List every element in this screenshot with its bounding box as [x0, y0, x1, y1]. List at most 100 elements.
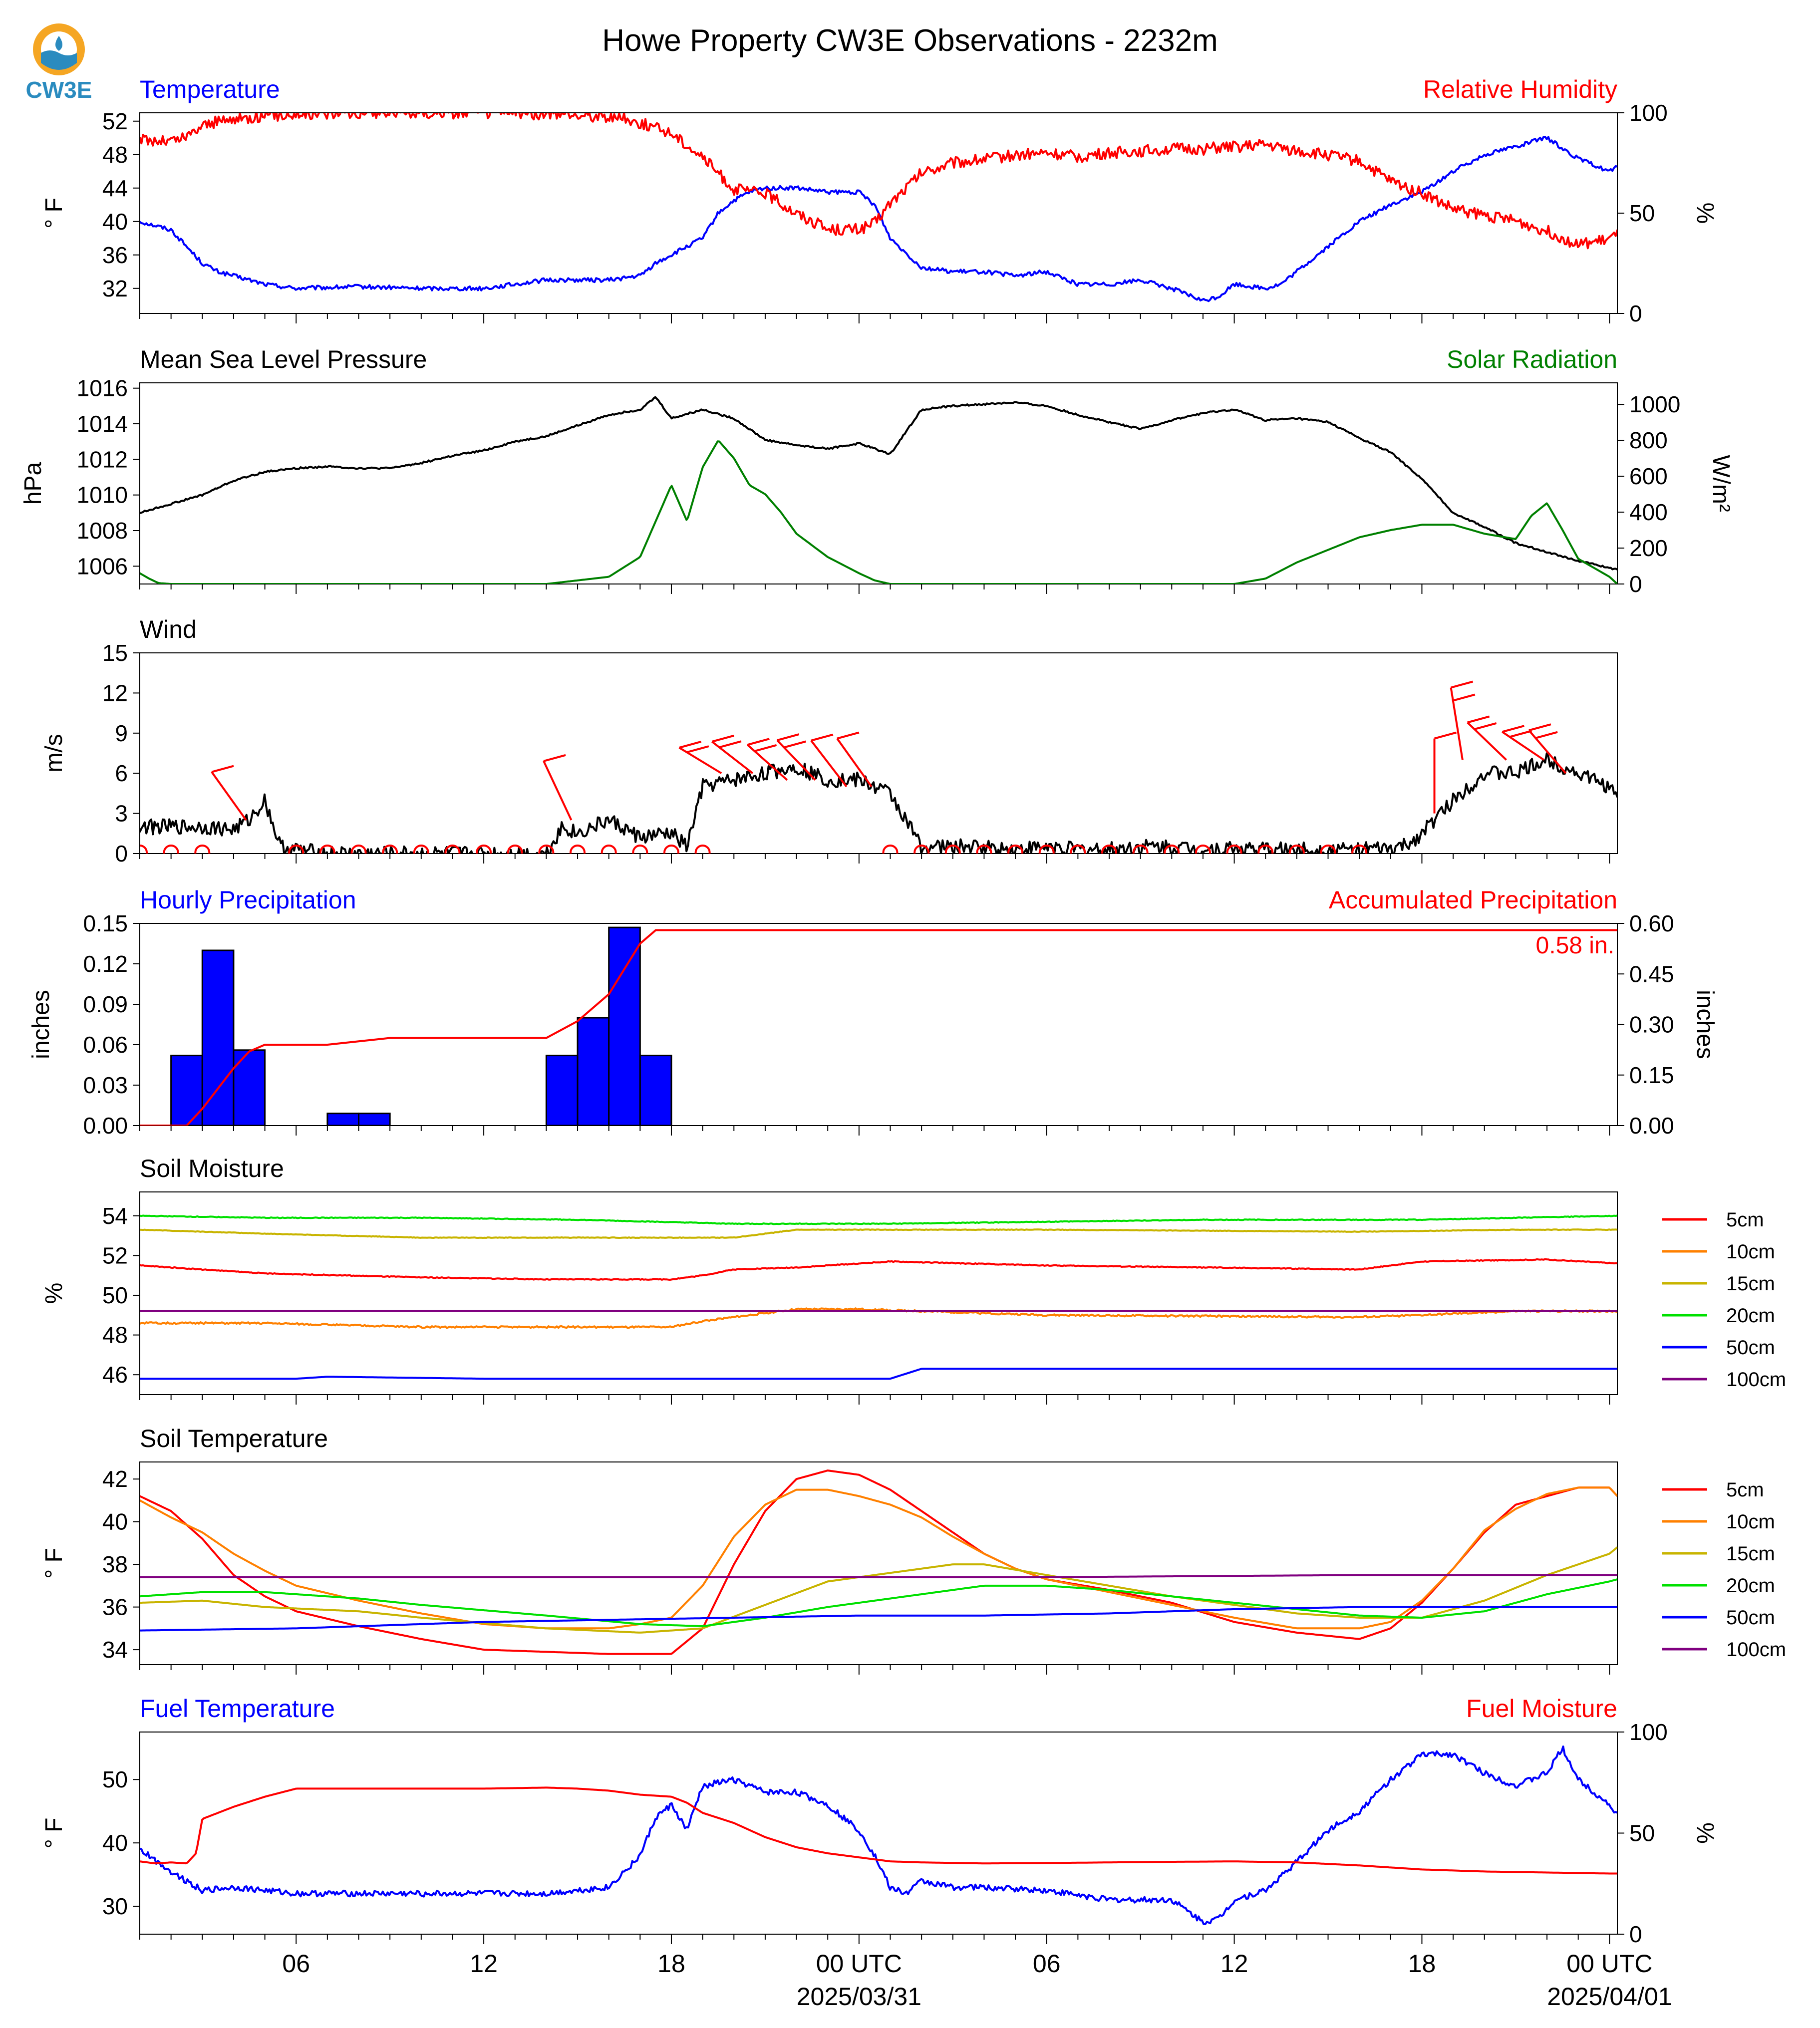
- wind-barb-flag: [1451, 680, 1474, 689]
- plot-data: [140, 1469, 1617, 1655]
- y-right-axis-label: %: [1692, 1822, 1718, 1844]
- y-tick-label: 32: [102, 276, 128, 301]
- y-right-tick-label: 1000: [1629, 391, 1680, 417]
- calm-wind-circle: [1320, 845, 1336, 854]
- y-axis-label: hPa: [20, 462, 46, 505]
- logo-water-icon: [41, 50, 77, 70]
- y-right-tick-label: 600: [1629, 463, 1668, 489]
- series-line-15cm: [140, 1546, 1617, 1634]
- wind-barb-flag: [1453, 693, 1476, 702]
- y-tick-label: 0.06: [83, 1032, 128, 1058]
- precip-bar: [201, 949, 235, 1126]
- y-tick-label: 40: [102, 1830, 128, 1856]
- y-tick-label: 1012: [77, 446, 128, 472]
- calm-wind-circle: [1101, 845, 1118, 854]
- y-tick-label: 46: [102, 1362, 128, 1388]
- calm-wind-circle: [1164, 845, 1180, 854]
- wind-barb-shaft: [810, 740, 848, 788]
- series-line-red: [140, 1786, 1617, 1875]
- panel-pressure-solar: 1006 1008 1010 1012 1014 1016 0 200 400 600 800 100…: [20, 345, 1734, 597]
- calm-wind-circle: [663, 845, 679, 854]
- wind-barb-flag: [1474, 722, 1497, 730]
- panel-precipitation: 0.00 0.03 0.06 0.09 0.12 0.15 0.00 0.15 0.30 0.45…: [28, 886, 1718, 1139]
- wind-barb-shaft: [1528, 729, 1567, 774]
- panel-fuel: 30 40 50 0 50 100 Fuel Temperature Fuel Moistur…: [41, 1695, 1718, 1947]
- wind-barb-shaft: [776, 739, 816, 781]
- y-tick-label: 44: [102, 175, 128, 201]
- panel-title-right: Relative Humidity: [1423, 75, 1617, 103]
- wind-barb-flag: [754, 744, 777, 752]
- y-tick-label: 1006: [77, 553, 128, 579]
- precip-bar: [608, 926, 641, 1126]
- y-tick-label: 3: [115, 801, 128, 827]
- y-tick-label: 1008: [77, 518, 128, 544]
- calm-wind-circle: [382, 845, 398, 854]
- panel-temperature-humidity: 32 36 40 44 48 52 0 50 100 Temperature Relative Hu…: [41, 75, 1718, 326]
- y-tick-label: 6: [115, 760, 128, 786]
- series-line-15cm: [140, 1228, 1617, 1239]
- plot-data: [140, 1214, 1617, 1380]
- y-tick-label: 12: [102, 680, 128, 706]
- plot-data: [140, 926, 1617, 1126]
- wind-barb-flag: [1535, 731, 1558, 739]
- accumulated-precip-line: [140, 929, 1617, 1126]
- y-right-tick-label: 50: [1629, 1820, 1655, 1846]
- y-right-tick-label: 0.15: [1629, 1062, 1674, 1088]
- y-right-tick-label: 0: [1629, 571, 1642, 597]
- wind-barb-flag: [711, 734, 734, 743]
- wind-barb-flag: [811, 733, 834, 742]
- precip-bar: [545, 1055, 579, 1126]
- series-line-100cm: [140, 1574, 1617, 1578]
- wind-barb-flag: [211, 765, 234, 773]
- y-right-tick-label: 0.30: [1629, 1012, 1674, 1038]
- y-tick-label: 50: [102, 1766, 128, 1792]
- calm-wind-circle: [476, 845, 492, 854]
- panel-title-right: Accumulated Precipitation: [1329, 886, 1617, 914]
- calm-wind-circle: [570, 845, 586, 854]
- wind-barb-flag: [543, 754, 566, 762]
- x-tick-label: 18: [1408, 1950, 1436, 1978]
- wind-barb-flag: [1434, 731, 1457, 740]
- y-tick-label: 0.03: [83, 1072, 128, 1098]
- y-tick-label: 54: [102, 1203, 128, 1229]
- y-tick-label: 0.12: [83, 951, 128, 977]
- panel-title-left: Soil Temperature: [140, 1425, 328, 1452]
- wind-barb-shaft: [543, 760, 573, 821]
- legend-label: 100cm: [1726, 1369, 1786, 1391]
- panel-title-right: Fuel Moisture: [1466, 1695, 1617, 1723]
- legend-label: 15cm: [1726, 1543, 1775, 1565]
- wind-barb-shaft: [211, 771, 247, 821]
- calm-wind-circle: [538, 845, 555, 854]
- series-line-50cm: [140, 1606, 1617, 1632]
- y-tick-label: 1016: [77, 375, 128, 401]
- wind-barb-flag: [1528, 723, 1551, 732]
- legend-label: 5cm: [1726, 1479, 1764, 1501]
- x-date-label: 2025/03/31: [797, 1983, 921, 2011]
- y-tick-label: 9: [115, 720, 128, 746]
- panel-title-left: Mean Sea Level Pressure: [140, 345, 427, 373]
- wind-barb-flag: [1509, 730, 1532, 738]
- wind-barb-flag: [1467, 715, 1490, 724]
- y-tick-label: 30: [102, 1893, 128, 1919]
- y-right-tick-label: 0.60: [1629, 910, 1674, 936]
- precip-bar: [639, 1055, 672, 1126]
- wind-barb-flag: [719, 740, 742, 749]
- cw3e-logo: CW3E: [26, 23, 92, 103]
- time-axis-labels: 06 12 18 00 UTC 2025/03/31 06 12 18 00 UTC 2025/0…: [282, 1950, 1672, 2011]
- wind-barb-shaft: [746, 744, 788, 781]
- y-right-tick-label: 50: [1629, 200, 1655, 226]
- y-tick-label: 48: [102, 142, 128, 168]
- series-line-blue: [140, 136, 1617, 302]
- legend-label: 5cm: [1726, 1209, 1764, 1231]
- legend-label: 15cm: [1726, 1273, 1775, 1295]
- series-line-5cm: [140, 1469, 1617, 1655]
- y-axis-label: ° F: [41, 198, 67, 229]
- wind-barb-flag: [747, 738, 770, 746]
- x-tick-label: 06: [282, 1950, 310, 1978]
- legend-label: 10cm: [1726, 1511, 1775, 1533]
- y-right-axis-label: W/m²: [1708, 455, 1734, 512]
- calm-wind-circle: [1288, 845, 1305, 854]
- calm-wind-circle: [288, 845, 304, 854]
- y-tick-label: 36: [102, 242, 128, 268]
